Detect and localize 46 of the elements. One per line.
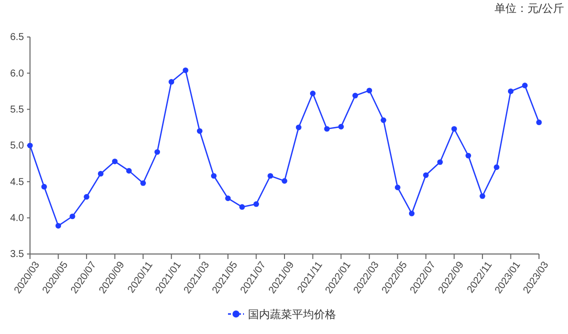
y-tick-label: 6.5	[10, 32, 24, 44]
point	[352, 92, 358, 98]
point	[408, 210, 415, 216]
point	[480, 193, 486, 199]
legend-label: 国内蔬菜平均价格	[248, 308, 336, 321]
point	[437, 159, 443, 165]
point	[27, 142, 33, 148]
point	[154, 149, 160, 155]
point	[451, 126, 457, 132]
point	[126, 168, 132, 174]
point	[423, 172, 429, 178]
y-tick-label: 6.0	[10, 68, 24, 80]
point	[310, 90, 316, 96]
y-tick-label: 5.0	[10, 140, 24, 152]
point	[41, 184, 47, 190]
y-tick-label: 5.5	[10, 104, 24, 116]
point	[282, 178, 288, 184]
point	[522, 82, 528, 88]
y-tick-label: 3.5	[10, 249, 24, 260]
point	[324, 126, 330, 132]
text: 单位：元/公斤	[494, 2, 564, 15]
point	[296, 124, 302, 130]
point	[196, 128, 202, 134]
point	[536, 120, 542, 126]
point	[140, 180, 146, 186]
point	[225, 196, 231, 202]
point	[84, 194, 90, 200]
point	[380, 117, 386, 123]
point	[366, 88, 372, 94]
point	[466, 152, 472, 158]
point	[494, 164, 500, 170]
point	[98, 170, 104, 177]
point	[182, 67, 188, 74]
point	[338, 124, 344, 130]
point	[508, 88, 514, 94]
point	[211, 173, 217, 179]
point	[168, 79, 174, 85]
y-tick-label: 4.5	[10, 176, 24, 188]
point	[239, 204, 245, 210]
point	[70, 214, 76, 220]
point	[112, 158, 118, 164]
point	[394, 184, 400, 190]
point	[55, 222, 62, 229]
point	[253, 201, 260, 207]
point	[268, 173, 274, 179]
y-tick-label: 4.0	[10, 213, 24, 224]
